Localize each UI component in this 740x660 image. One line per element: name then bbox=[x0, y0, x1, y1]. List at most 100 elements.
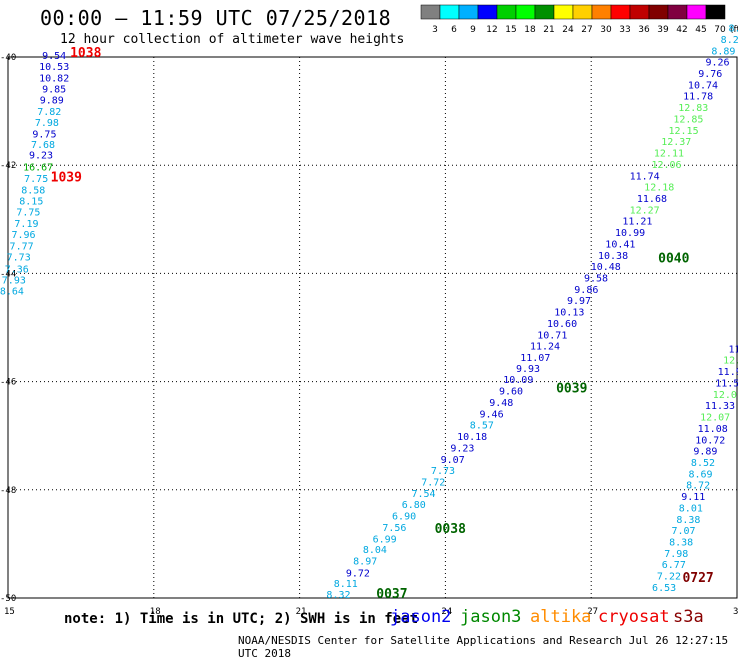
wave-height-value: 8.01 bbox=[679, 503, 703, 514]
wave-height-value: 8.57 bbox=[470, 421, 494, 432]
colorbar-swatch bbox=[534, 4, 555, 20]
colorbar-swatch bbox=[705, 4, 726, 20]
legend-jason3: jason3 bbox=[460, 607, 522, 627]
wave-height-value: 12. bbox=[723, 356, 740, 367]
wave-height-value: 9.07 bbox=[441, 455, 465, 466]
wave-height-value: 12.0 bbox=[713, 390, 737, 401]
wave-height-value: 9.54 bbox=[42, 51, 66, 62]
wave-height-value: 7.68 bbox=[31, 140, 55, 151]
x-tick-label: 30 bbox=[733, 607, 740, 617]
wave-height-value: 10.72 bbox=[695, 435, 725, 446]
wave-height-value: 10.13 bbox=[554, 308, 584, 319]
wave-height-value: 6.99 bbox=[373, 534, 397, 545]
wave-height-value: 10.74 bbox=[688, 80, 718, 91]
colorbar-label: 30 bbox=[600, 25, 612, 35]
wave-height-value: 7.75 bbox=[24, 174, 48, 185]
y-tick-label: -46 bbox=[0, 378, 16, 388]
wave-height-value: 9.93 bbox=[516, 364, 540, 375]
y-tick-label: -50 bbox=[0, 594, 16, 604]
wave-height-value: 9.23 bbox=[29, 151, 53, 162]
wave-height-value: 10.48 bbox=[591, 262, 621, 273]
wave-height-value: 9.76 bbox=[698, 69, 722, 80]
wave-height-value: 9.89 bbox=[40, 96, 64, 107]
wave-height-value: 7.19 bbox=[14, 219, 38, 230]
legend-cryosat: cryosat bbox=[598, 607, 670, 627]
y-tick-label: -48 bbox=[0, 486, 16, 496]
pass-time-label: 0727 bbox=[682, 571, 713, 586]
legend-s3a: s3a bbox=[673, 607, 704, 627]
colorbar-label: 27 bbox=[581, 25, 592, 35]
wave-height-value: 10.99 bbox=[615, 228, 645, 239]
wave-height-value: 8. bbox=[729, 24, 740, 35]
colorbar-swatch bbox=[458, 4, 479, 20]
colorbar-label: 9 bbox=[470, 25, 476, 35]
wave-height-value: 7.36 bbox=[5, 264, 29, 275]
wave-height-value: 8.72 bbox=[686, 481, 710, 492]
colorbar-swatch bbox=[515, 4, 536, 20]
wave-height-value: 7.93 bbox=[2, 276, 26, 287]
wave-height-value: 11.33 bbox=[705, 401, 735, 412]
wave-height-value: 11.5 bbox=[715, 378, 739, 389]
colorbar-swatch bbox=[439, 4, 460, 20]
x-tick-label: 21 bbox=[296, 607, 307, 617]
wave-height-value: 8.15 bbox=[19, 197, 43, 208]
wave-height-value: 12.37 bbox=[661, 137, 691, 148]
wave-height-value: 9.89 bbox=[693, 447, 717, 458]
wave-height-value: 12.11 bbox=[654, 149, 684, 160]
x-tick-label: 27 bbox=[587, 607, 598, 617]
pass-time-label: 1039 bbox=[51, 170, 82, 185]
wave-height-value: 7.72 bbox=[421, 477, 445, 488]
y-tick-label: -42 bbox=[0, 161, 16, 171]
wave-height-value: 8.97 bbox=[353, 556, 377, 567]
wave-height-value: 6.53 bbox=[652, 583, 676, 594]
footer-credit: NOAA/NESDIS Center for Satellite Applica… bbox=[238, 634, 729, 660]
wave-height-value: 9.86 bbox=[574, 285, 598, 296]
wave-height-value: 6.77 bbox=[662, 560, 686, 571]
wave-height-value: 8.69 bbox=[689, 469, 713, 480]
colorbar-label: 6 bbox=[451, 25, 457, 35]
wave-height-value: 8.38 bbox=[676, 515, 700, 526]
wave-height-value: 8.52 bbox=[691, 458, 715, 469]
wave-height-value: 7.73 bbox=[7, 252, 31, 263]
wave-height-value: 9.85 bbox=[42, 85, 66, 96]
wave-height-value: 7.98 bbox=[664, 549, 688, 560]
wave-height-value: 7.22 bbox=[657, 572, 681, 583]
wave-height-value: 9.23 bbox=[450, 443, 474, 454]
colorbar-swatch bbox=[420, 4, 441, 20]
wave-height-value: 8.58 bbox=[21, 185, 45, 196]
wave-height-value: 7.77 bbox=[10, 242, 34, 253]
wave-height-value: 9.11 bbox=[681, 492, 705, 503]
wave-height-value: 6.80 bbox=[402, 500, 426, 511]
pass-time-label: 0038 bbox=[435, 522, 466, 537]
wave-height-value: 7.73 bbox=[431, 466, 455, 477]
wave-height-value: 10.41 bbox=[605, 239, 635, 250]
wave-height-value: 8.04 bbox=[363, 545, 387, 556]
wave-height-value: 6.90 bbox=[392, 512, 416, 523]
colorbar-label: 12 bbox=[486, 25, 497, 35]
page-subtitle: 12 hour collection of altimeter wave hei… bbox=[60, 32, 405, 47]
legend-jason2: jason2 bbox=[390, 607, 452, 627]
pass-time-label: 0039 bbox=[556, 381, 587, 396]
colorbar-swatch bbox=[496, 4, 517, 20]
wave-height-value: 9.75 bbox=[32, 130, 56, 141]
wave-height-value: 8.11 bbox=[334, 579, 358, 590]
wave-height-value: 16.67 bbox=[23, 163, 53, 174]
colorbar-swatch bbox=[591, 4, 612, 20]
wave-height-value: 9.46 bbox=[480, 409, 504, 420]
colorbar-label: 15 bbox=[505, 25, 516, 35]
wave-height-value: 11.74 bbox=[630, 171, 660, 182]
wave-height-value: 8.38 bbox=[669, 538, 693, 549]
colorbar-swatch bbox=[553, 4, 574, 20]
x-tick-label: 15 bbox=[4, 607, 15, 617]
wave-height-value: 11.21 bbox=[622, 217, 652, 228]
wave-height-value: 9.26 bbox=[706, 58, 730, 69]
wave-height-value: 12.27 bbox=[630, 205, 660, 216]
colorbar-label: 42 bbox=[676, 25, 687, 35]
colorbar-label: 45 bbox=[695, 25, 706, 35]
wave-height-value: 11.24 bbox=[530, 342, 560, 353]
colorbar-label: 21 bbox=[543, 25, 554, 35]
wave-height-value: 7.56 bbox=[382, 523, 406, 534]
wave-height-value: 12.18 bbox=[644, 183, 674, 194]
wave-height-value: 10.38 bbox=[598, 251, 628, 262]
